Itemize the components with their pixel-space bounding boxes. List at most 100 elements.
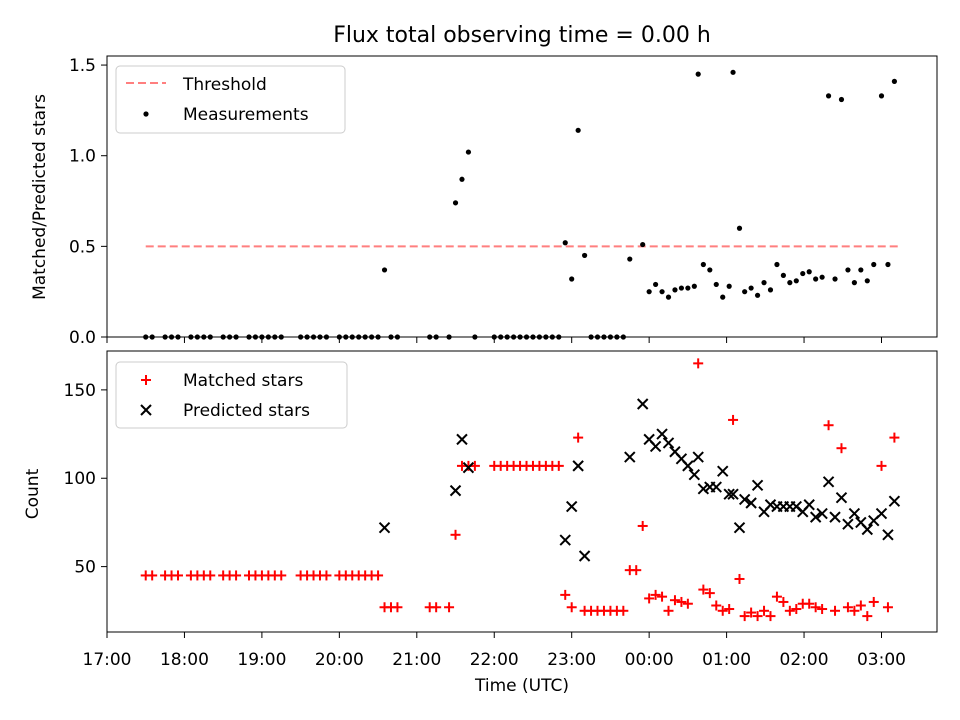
matched-stars-point	[836, 443, 847, 454]
matched-stars-point	[804, 598, 815, 609]
matched-stars-point	[842, 602, 853, 613]
measurement-point	[695, 71, 701, 77]
predicted-stars-point	[697, 483, 710, 495]
top-y-tick-label: 1.5	[69, 56, 96, 76]
matched-stars-point	[231, 570, 242, 581]
matched-stars-point	[573, 432, 584, 443]
measurement-point	[845, 267, 851, 273]
matched-stars-point	[698, 584, 709, 595]
measurement-point	[736, 225, 743, 231]
measurement-point	[640, 241, 646, 248]
measurement-point	[659, 289, 665, 295]
top-legend-box	[115, 65, 346, 134]
matched-stars-point	[889, 432, 900, 443]
measurement-point	[713, 281, 719, 288]
matched-stars-point	[637, 520, 648, 531]
measurement-point	[726, 283, 732, 289]
measurement-point	[465, 149, 472, 155]
measurements-legend-label: Measurements	[183, 105, 309, 125]
measurements-legend-swatch	[143, 111, 149, 117]
matched-stars-point	[321, 570, 332, 581]
measurement-point	[748, 285, 754, 291]
top-y-tick-label: 0.0	[69, 328, 96, 348]
matched-stars-point	[734, 573, 745, 584]
matched-stars-legend-label: Matched stars	[183, 371, 303, 391]
matched-stars-point	[771, 591, 782, 602]
top-chart-title: Flux total observing time = 0.00 h	[333, 23, 711, 48]
measurement-point	[838, 96, 845, 103]
measurement-point	[730, 69, 736, 75]
measurement-point	[646, 289, 652, 295]
matched-stars-point	[657, 591, 668, 602]
measurement-point	[871, 261, 877, 268]
x-tick-label: 00:00	[625, 650, 674, 670]
predicted-stars-point	[875, 507, 888, 520]
measurement-point	[665, 294, 672, 300]
matched-stars-point	[823, 420, 834, 431]
measurement-point	[672, 287, 678, 293]
top-panel: Flux total observing time = 0.00 h Match…	[30, 23, 938, 348]
matched-stars-point	[739, 611, 750, 622]
predicted-stars-point	[682, 460, 694, 472]
measurement-point	[864, 278, 870, 284]
matched-stars-point	[618, 605, 629, 616]
x-axis-label: Time (UTC)	[474, 676, 569, 696]
predicted-stars-point	[835, 491, 848, 504]
matched-stars-point	[444, 602, 455, 613]
matched-stars-point	[724, 604, 735, 615]
predicted-stars-point	[692, 451, 704, 463]
top-y-tick-label: 1.0	[69, 147, 96, 167]
measurement-point	[582, 252, 588, 259]
measurement-point	[761, 280, 767, 286]
matched-stars-point	[817, 604, 828, 615]
measurement-point	[767, 287, 774, 293]
measurement-point	[885, 261, 891, 268]
predicted-stars-point	[738, 493, 751, 506]
matched-stars-point	[830, 605, 841, 616]
measurement-point	[685, 285, 691, 291]
matched-stars-point	[849, 605, 860, 616]
predicted-stars-point	[882, 529, 894, 541]
predicted-stars-point	[572, 460, 584, 472]
predicted-stars-point	[751, 479, 764, 492]
matched-stars-point	[778, 596, 789, 607]
predicted-stars-point	[662, 437, 675, 449]
matched-stars-point	[810, 602, 821, 613]
predicted-stars-point	[378, 522, 391, 534]
measurement-point	[707, 267, 713, 273]
measurement-point	[858, 267, 864, 273]
bottom-legend: Matched stars Predicted stars	[115, 361, 348, 429]
predicted-stars-legend-swatch	[140, 404, 152, 416]
matched-stars-point	[693, 358, 704, 369]
bottom-legend-box	[115, 361, 348, 429]
measurement-point	[452, 200, 459, 206]
matched-stars-point	[876, 460, 887, 471]
measurement-point	[562, 240, 568, 246]
predicted-stars-point	[649, 440, 662, 453]
x-tick-label: 22:00	[470, 650, 519, 670]
matched-stars-point	[717, 605, 728, 616]
predicted-stars-point	[688, 469, 701, 481]
measurement-point	[787, 280, 793, 286]
matched-stars-point	[147, 570, 158, 581]
predicted-stars-point	[462, 461, 475, 474]
bottom-y-tick-label: 150	[64, 381, 96, 401]
matched-stars-point	[791, 604, 802, 615]
x-tick-label: 21:00	[392, 650, 441, 670]
x-tick-label: 03:00	[857, 650, 906, 670]
x-tick-label: 17:00	[83, 650, 132, 670]
matched-stars-point	[704, 588, 715, 599]
matched-stars-point	[882, 602, 893, 613]
matched-stars-point	[728, 414, 739, 425]
matched-stars-point	[663, 605, 674, 616]
matched-stars-point	[759, 605, 770, 616]
measurement-point	[780, 272, 786, 278]
x-tick-label: 18:00	[160, 650, 209, 670]
matched-stars-point	[373, 570, 384, 581]
predicted-stars-point	[764, 499, 777, 511]
predicted-stars-point	[723, 488, 735, 500]
x-tick-label: 01:00	[702, 650, 751, 670]
x-tick-label: 20:00	[315, 650, 364, 670]
matched-stars-point	[560, 589, 571, 600]
predicted-stars-point	[842, 518, 854, 530]
